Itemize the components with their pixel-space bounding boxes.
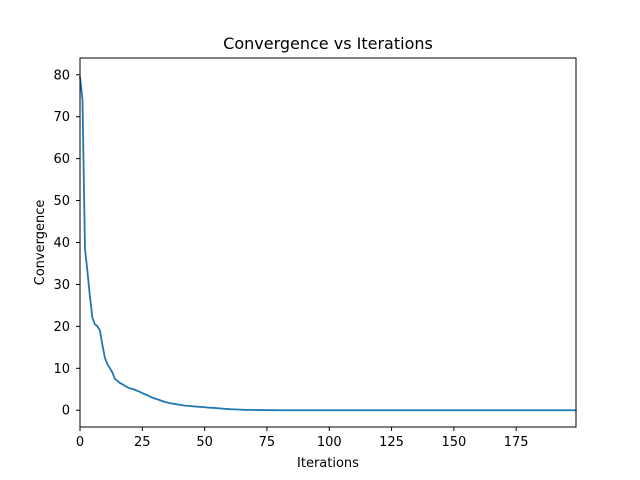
plot-area: [80, 58, 576, 427]
y-tick-label-80: 80: [53, 68, 70, 83]
x-tick-label-100: 100: [317, 435, 342, 450]
x-tick-label-75: 75: [259, 435, 276, 450]
y-tick-label-30: 30: [53, 278, 70, 293]
x-tick-label-0: 0: [76, 435, 84, 450]
y-tick-label-40: 40: [53, 236, 70, 251]
x-axis-title: Iterations: [297, 456, 359, 471]
x-tick-label-175: 175: [504, 435, 529, 450]
y-tick-label-0: 0: [62, 404, 70, 419]
chart-title: Convergence vs Iterations: [223, 34, 433, 53]
y-tick-label-10: 10: [53, 362, 70, 377]
tick-layer: 0 25 50 75 100 125 150 175 0 10 20 30 40 50 60 70 80: [53, 68, 528, 450]
x-tick-label-150: 150: [441, 435, 466, 450]
y-tick-label-60: 60: [53, 152, 70, 167]
series-line-0: [79, 75, 577, 412]
plot-frame: [79, 57, 577, 428]
y-axis-title: Convergence: [33, 200, 48, 286]
x-tick-label-25: 25: [134, 435, 151, 450]
y-tick-label-50: 50: [53, 194, 70, 209]
x-tick-label-50: 50: [196, 435, 213, 450]
y-tick-label-70: 70: [53, 110, 70, 125]
x-tick-label-125: 125: [379, 435, 404, 450]
y-tick-label-20: 20: [53, 320, 70, 335]
data-layer: [79, 75, 577, 412]
